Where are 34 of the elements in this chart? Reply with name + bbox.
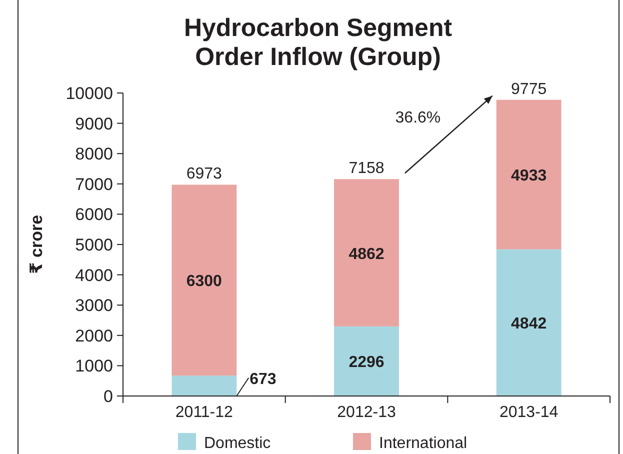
bar	[496, 249, 562, 396]
y-tick-label: 6000	[75, 205, 113, 224]
y-axis-title: ₹ crore	[27, 214, 46, 274]
y-tick-label: 8000	[75, 144, 113, 164]
data-label: 4933	[511, 168, 547, 185]
data-label: 2296	[348, 354, 384, 372]
y-tick-label: 5000	[75, 236, 113, 254]
y-tick-label: 9000	[75, 114, 113, 134]
bar	[334, 326, 399, 396]
x-tick-label: 2012-13	[337, 404, 396, 421]
total-label: 7158	[348, 160, 384, 178]
y-tick-label: 4000	[75, 266, 113, 285]
bar	[496, 100, 562, 250]
data-label: 673	[250, 370, 276, 388]
y-tick-label: 0	[104, 387, 113, 406]
y-tick-label: 10000	[66, 84, 113, 103]
y-tick-label: 2000	[75, 326, 113, 346]
data-label: 4842	[511, 316, 547, 333]
total-label: 9775	[511, 80, 547, 98]
x-tick-label: 2013-14	[499, 404, 558, 421]
total-label: 6973	[186, 166, 222, 183]
x-tick-label: 2011-12	[175, 404, 234, 421]
data-label: 4862	[348, 246, 384, 263]
legend-label: International	[379, 435, 468, 452]
y-tick-label: 7000	[75, 174, 113, 194]
annotation: 36.6%	[395, 109, 441, 126]
bar	[334, 179, 399, 326]
bar	[172, 376, 237, 396]
chart-title: Hydrocarbon Segment Order Inflow (Group)	[184, 14, 453, 71]
y-tick-label: 3000	[75, 296, 113, 316]
y-tick-label: 1000	[75, 356, 113, 376]
data-label: 6300	[186, 273, 222, 290]
bar	[172, 184, 237, 376]
legend-label: Domestic	[204, 435, 271, 452]
